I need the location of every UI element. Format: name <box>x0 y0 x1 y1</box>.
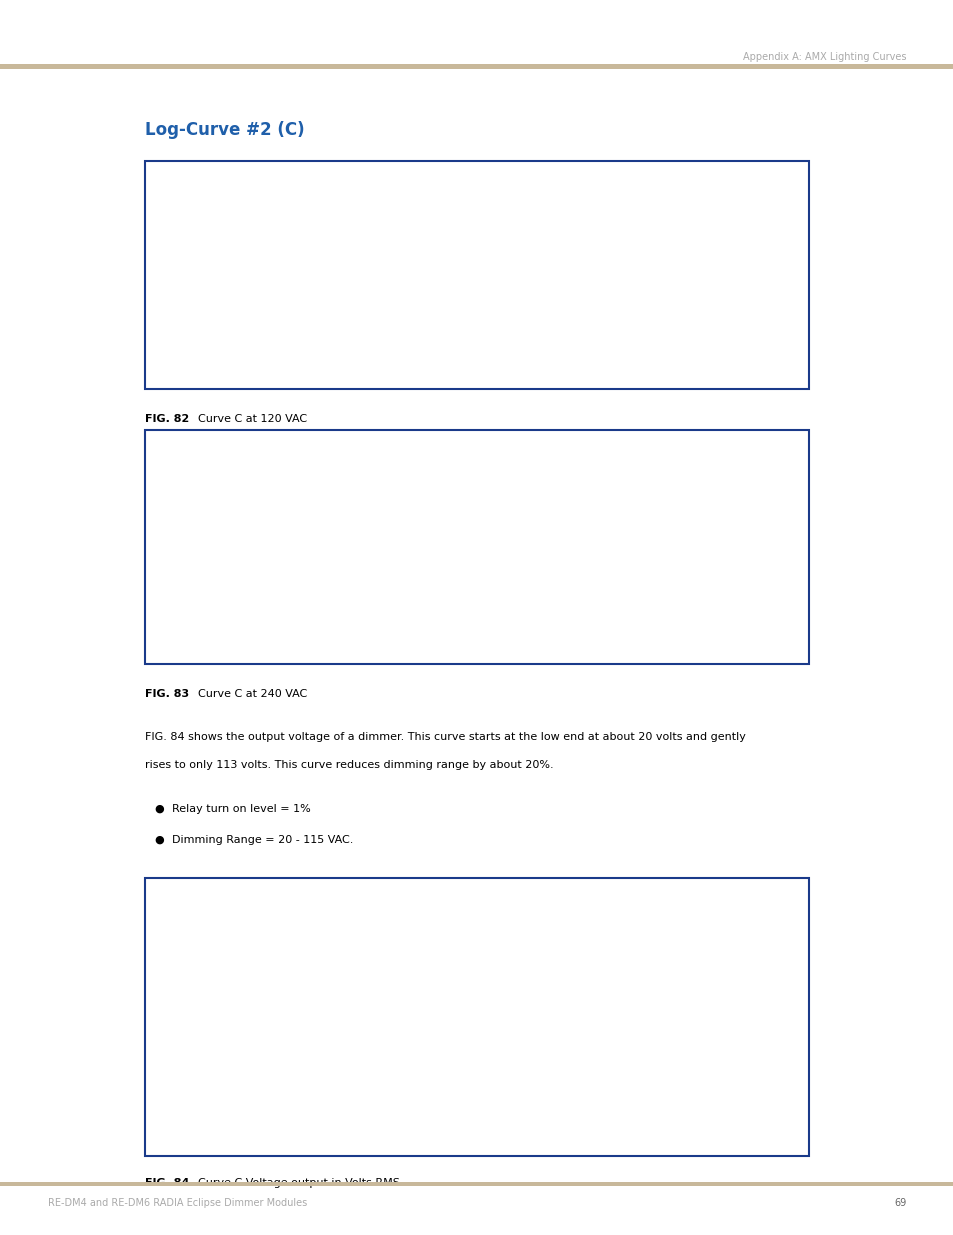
Text: ●: ● <box>154 835 164 845</box>
Text: Curve C at 120 VAC: Curve C at 120 VAC <box>198 414 307 424</box>
Title: Curve C Volts RMS: Curve C Volts RMS <box>333 905 476 919</box>
Text: FIG. 84: FIG. 84 <box>145 1178 190 1188</box>
Text: Curve C at 240 VAC: Curve C at 240 VAC <box>198 689 308 699</box>
Text: FIG. 83: FIG. 83 <box>145 689 189 699</box>
Text: ●: ● <box>154 804 164 814</box>
Text: Dimming Range = 20 - 115 VAC.: Dimming Range = 20 - 115 VAC. <box>172 835 353 845</box>
Title: Radia Eclipse v1.26 120V Curve C: Radia Eclipse v1.26 120V Curve C <box>285 188 519 201</box>
Text: Curve C Voltage output in Volts RMS: Curve C Voltage output in Volts RMS <box>198 1178 400 1188</box>
Text: Log-Curve #2 (C): Log-Curve #2 (C) <box>145 121 304 138</box>
X-axis label: Dimmer Level in %: Dimmer Level in % <box>347 1115 462 1125</box>
Text: FIG. 84 shows the output voltage of a dimmer. This curve starts at the low end a: FIG. 84 shows the output voltage of a di… <box>145 732 745 742</box>
Text: RE-DM4 and RE-DM6 RADIA Eclipse Dimmer Modules: RE-DM4 and RE-DM6 RADIA Eclipse Dimmer M… <box>48 1198 307 1208</box>
Legend: Curve C: Curve C <box>602 961 681 982</box>
Y-axis label: Output Volts RMS: Output Volts RMS <box>187 962 197 1053</box>
Text: Relay turn on level = 1%: Relay turn on level = 1% <box>172 804 310 814</box>
Y-axis label: VAC: VAC <box>174 252 185 273</box>
Legend: AC Voltage, Percent Voltage: AC Voltage, Percent Voltage <box>608 484 720 519</box>
X-axis label: Axlink Level: Axlink Level <box>364 620 440 630</box>
X-axis label: Axlink Level: Axlink Level <box>364 345 440 354</box>
Text: rises to only 113 volts. This curve reduces dimming range by about 20%.: rises to only 113 volts. This curve redu… <box>145 760 553 769</box>
Text: FIG. 82: FIG. 82 <box>145 414 189 424</box>
Y-axis label: VAC: VAC <box>174 524 185 546</box>
Legend: AC Voltage, Percent Voltage: AC Voltage, Percent Voltage <box>608 215 720 249</box>
Text: Appendix A: AMX Lighting Curves: Appendix A: AMX Lighting Curves <box>742 52 905 62</box>
Title: Radia Eclipse v1.26 240V Curve C: Radia Eclipse v1.26 240V Curve C <box>285 457 519 471</box>
Text: 69: 69 <box>893 1198 905 1208</box>
